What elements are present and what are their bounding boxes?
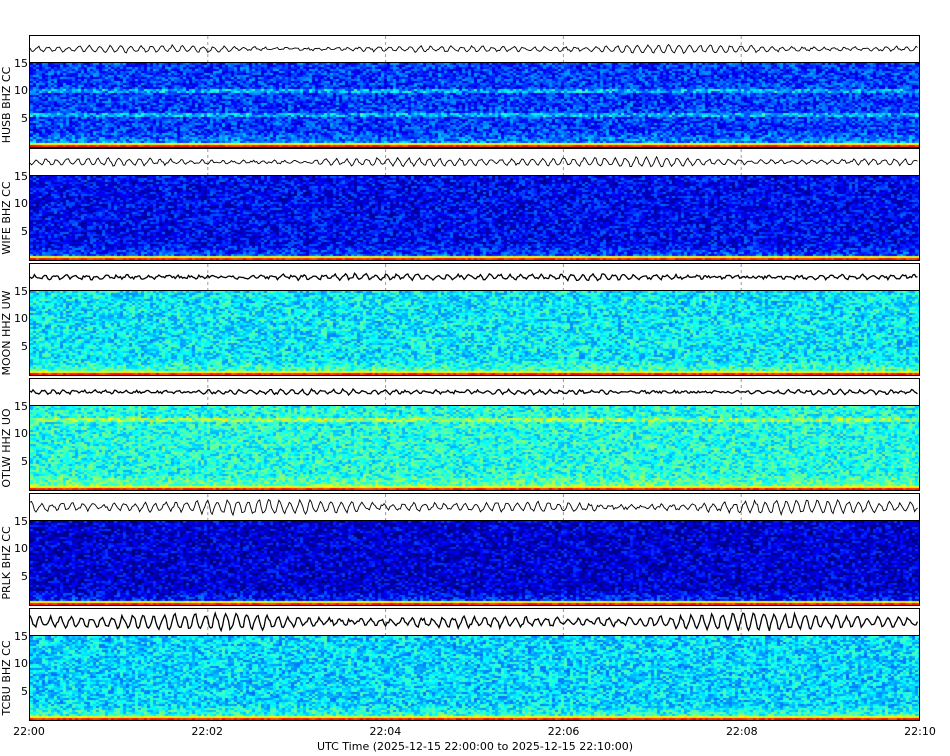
waveform-panel [29,608,920,636]
y-tick-label: 15 [14,284,28,298]
y-tick-label: 15 [14,629,28,643]
channel-label: MOON HHZ UW [0,290,13,376]
x-tick-label: 22:02 [191,725,224,738]
waveform-panel [29,35,920,63]
y-tick-label: 5 [21,684,28,698]
waveform-trace [30,155,918,168]
x-axis-label: UTC Time (2025-12-15 22:00:00 to 2025-12… [317,740,633,753]
spectrogram-image [30,406,919,490]
x-tick-label: 22:06 [547,725,580,738]
channel-label: HUSB BHZ CC [0,66,13,144]
channel-label: PRLK BHZ CC [0,526,13,600]
y-tick-label: 15 [14,514,28,528]
spectrogram-panel [29,635,920,721]
waveform-panel [29,263,920,291]
spectrogram-panel [29,175,920,261]
y-tick-label: 5 [21,454,28,468]
y-tick-label: 10 [14,312,28,326]
waveform-trace [30,272,918,282]
y-tick-label: 10 [14,657,28,671]
spectrogram-panel [29,62,920,148]
x-tick-label: 22:04 [369,725,402,738]
y-tick-label: 10 [14,542,28,556]
y-tick-label: 5 [21,224,28,238]
spectrogram-image [30,291,919,375]
waveform-trace [30,387,918,397]
spectrogram-panel [29,520,920,606]
channel-label: WIFE BHZ CC [0,181,13,255]
y-tick-label: 10 [14,197,28,211]
y-tick-label: 5 [21,111,28,125]
spectrogram-image [30,63,919,147]
y-tick-label: 15 [14,56,28,70]
spectrogram-image [30,176,919,260]
spectrogram-image [30,636,919,720]
spectrogram-panel [29,290,920,376]
spectrogram-image [30,521,919,605]
channel-label: OTLW HHZ UO [0,408,13,488]
y-tick-label: 15 [14,169,28,183]
channel-label: TCBU BHZ CC [0,640,13,716]
x-tick-label: 22:10 [904,725,936,738]
waveform-trace [30,611,919,633]
waveform-panel [29,378,920,406]
y-tick-label: 10 [14,427,28,441]
spectrogram-panel [29,405,920,491]
waveform-panel [29,493,920,521]
y-tick-label: 5 [21,569,28,583]
waveform-trace [30,498,918,517]
waveform-panel [29,148,920,176]
y-tick-label: 10 [14,84,28,98]
waveform-trace [30,43,918,55]
x-tick-label: 22:08 [725,725,758,738]
y-tick-label: 15 [14,399,28,413]
y-tick-label: 5 [21,339,28,353]
x-tick-label: 22:00 [13,725,45,738]
